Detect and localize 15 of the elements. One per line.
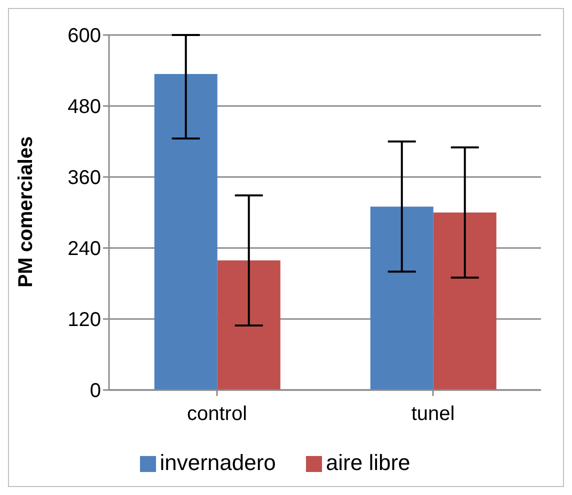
legend-label: invernadero [160,450,276,475]
y-tick-label: 240 [68,238,101,260]
y-tick-label: 0 [90,380,101,402]
y-tick-label: 600 [68,25,101,48]
bar [370,206,434,390]
y-tick-label: 360 [68,167,101,190]
y-tick-label: 120 [68,309,101,332]
x-tick-label: control [186,403,248,426]
bar [217,260,280,390]
bar [433,212,496,390]
y-tick-label: 480 [68,96,101,118]
bar [154,74,218,390]
y-axis-title: PM comerciales [15,136,38,288]
legend-label: aire libre [326,450,410,475]
x-tick-label: tunel [411,403,455,426]
